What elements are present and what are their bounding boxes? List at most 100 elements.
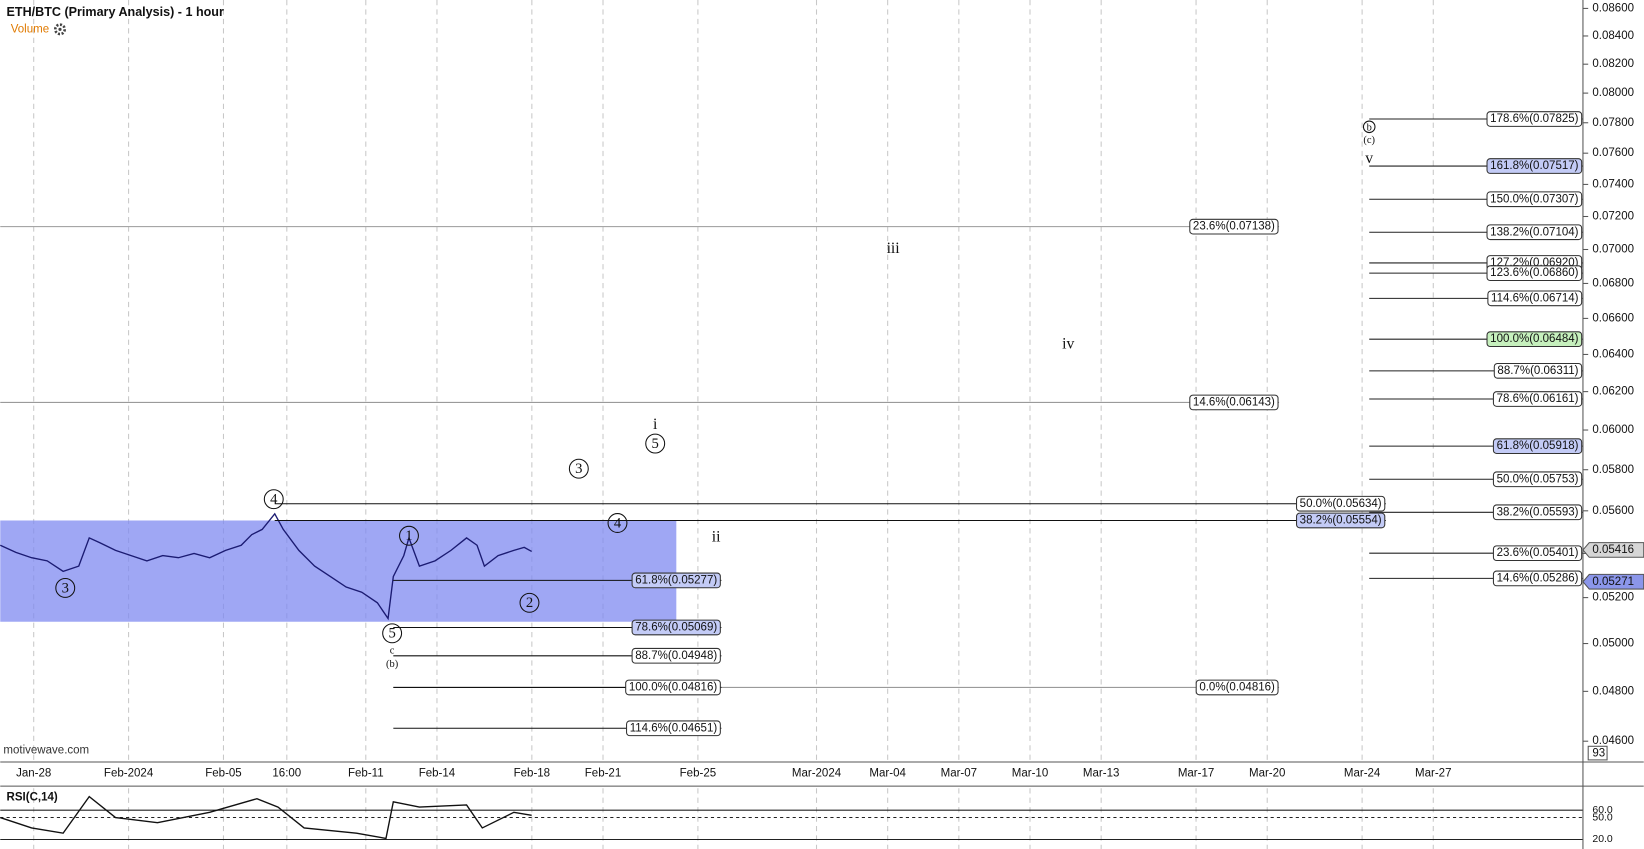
y-tick-label: 0.08600	[1592, 2, 1634, 14]
wave-label: 5	[652, 436, 659, 452]
y-tick-label: 0.04600	[1592, 735, 1634, 747]
fib-label-box	[1492, 471, 1583, 488]
y-tick-label: 0.05200	[1592, 592, 1634, 604]
fib-label-box	[1492, 570, 1583, 587]
wave-circle	[382, 623, 403, 644]
x-tick-label: Feb-11	[348, 768, 384, 780]
fib-label-box	[626, 720, 721, 737]
fib-label-box	[1486, 111, 1583, 127]
price-line	[0, 512, 532, 621]
fib-label-box	[1296, 512, 1386, 529]
wave-circle	[263, 489, 284, 510]
fib-label: 161.8%(0.07517)	[1490, 160, 1579, 172]
x-tick-label: Feb-18	[514, 768, 551, 780]
fib-label: 114.6%(0.06714)	[1491, 292, 1579, 304]
wave-label: (c)	[1363, 135, 1375, 146]
fib-label: 38.2%(0.05554)	[1300, 515, 1382, 527]
x-tick-label: Mar-10	[1012, 768, 1048, 780]
y-tick-label: 0.08200	[1592, 58, 1634, 70]
wave-label: 3	[62, 580, 69, 596]
x-tick-label: Feb-14	[419, 768, 456, 780]
fib-label-box	[631, 619, 721, 636]
price-tag-label: 0.05416	[1592, 544, 1634, 556]
fib-label: 100.0%(0.04816)	[629, 682, 718, 694]
fib-label: 38.2%(0.05593)	[1497, 506, 1579, 518]
fib-label-box	[1487, 290, 1583, 307]
fib-label: 14.6%(0.05286)	[1497, 572, 1579, 584]
rsi-tick-label: 60.0	[1592, 805, 1613, 816]
rsi-title: RSI(C,14)	[7, 792, 58, 804]
x-tick-label: Mar-17	[1178, 768, 1214, 780]
volume-tick-box	[1587, 745, 1608, 761]
fib-label: 50.0%(0.05753)	[1497, 473, 1579, 485]
chart-title: ETH/BTC (Primary Analysis) - 1 hour	[7, 5, 224, 19]
x-tick-label: Mar-13	[1083, 768, 1119, 780]
y-tick-label: 0.08400	[1592, 30, 1634, 42]
fib-label-box	[1486, 224, 1583, 241]
wave-circle	[1362, 120, 1376, 134]
fib-label: 88.7%(0.04948)	[635, 650, 717, 662]
fib-label-box	[631, 572, 721, 589]
x-tick-label: Mar-2024	[792, 768, 842, 780]
y-tick-label: 0.05000	[1592, 638, 1634, 650]
fib-label-box	[1492, 391, 1583, 407]
wave-label: b	[1367, 122, 1372, 133]
fib-label-box	[631, 647, 721, 664]
fib-label: 0.0%(0.04816)	[1199, 682, 1275, 694]
y-tick-label: 0.08000	[1592, 87, 1634, 99]
x-tick-label: Feb-21	[585, 768, 622, 780]
wave-label: iv	[1062, 336, 1074, 353]
fib-label-box	[1486, 158, 1583, 174]
fib-label-box	[1195, 679, 1279, 696]
fib-label-box	[625, 679, 721, 696]
fib-label-box	[1189, 218, 1279, 235]
wave-label: ii	[712, 528, 721, 545]
wave-label: iii	[887, 240, 901, 257]
x-tick-label: Feb-05	[205, 768, 242, 780]
rsi-tick-label: 50.0	[1592, 812, 1613, 823]
fib-label: 100.0%(0.06484)	[1490, 333, 1579, 345]
fib-label-box	[1486, 265, 1583, 282]
fib-label-box	[1486, 331, 1583, 348]
fib-label: 123.6%(0.06860)	[1490, 267, 1579, 279]
wave-circle	[519, 592, 540, 613]
wave-label: 4	[270, 492, 278, 508]
fib-label: 150.0%(0.07307)	[1490, 193, 1579, 205]
y-tick-label: 0.06000	[1592, 424, 1634, 436]
wave-circle	[607, 513, 628, 533]
wave-label: v	[1365, 150, 1373, 167]
x-tick-label: Mar-07	[941, 768, 977, 780]
wave-label: i	[653, 416, 658, 433]
y-tick-label: 0.05800	[1592, 464, 1634, 476]
y-tick-label: 0.05600	[1592, 505, 1634, 517]
x-tick-label: Feb-2024	[104, 768, 154, 780]
fib-label-box	[1493, 362, 1583, 379]
y-tick-label: 0.07200	[1592, 211, 1634, 223]
fib-label: 61.8%(0.05277)	[635, 574, 717, 586]
x-tick-label: Mar-27	[1415, 768, 1451, 780]
fib-label-box	[1492, 545, 1583, 562]
fib-label: 78.6%(0.05069)	[635, 622, 717, 634]
fib-label-box	[1492, 504, 1583, 521]
y-tick-label: 0.07400	[1592, 178, 1634, 190]
x-tick-label: Mar-04	[869, 768, 906, 780]
y-tick-label: 0.07800	[1592, 117, 1634, 129]
fib-label: 50.0%(0.05634)	[1300, 498, 1382, 510]
volume-label[interactable]: Volume	[11, 23, 49, 35]
fib-label-box	[1296, 495, 1386, 512]
wave-circle	[645, 433, 666, 454]
y-tick-label: 0.06600	[1592, 312, 1634, 324]
wave-label: c	[390, 645, 395, 656]
fib-label-box	[1486, 191, 1583, 208]
volume-tick-label: 93	[1592, 748, 1605, 760]
wave-label: 2	[526, 595, 533, 611]
fib-label: 61.8%(0.05918)	[1497, 440, 1579, 452]
fib-label-box	[1492, 438, 1583, 455]
y-tick-label: 0.06800	[1592, 277, 1634, 289]
wave-label: 4	[614, 515, 622, 531]
y-tick-label: 0.06400	[1592, 348, 1634, 360]
fib-label: 23.6%(0.05401)	[1497, 547, 1579, 559]
y-tick-label: 0.04800	[1592, 685, 1634, 697]
